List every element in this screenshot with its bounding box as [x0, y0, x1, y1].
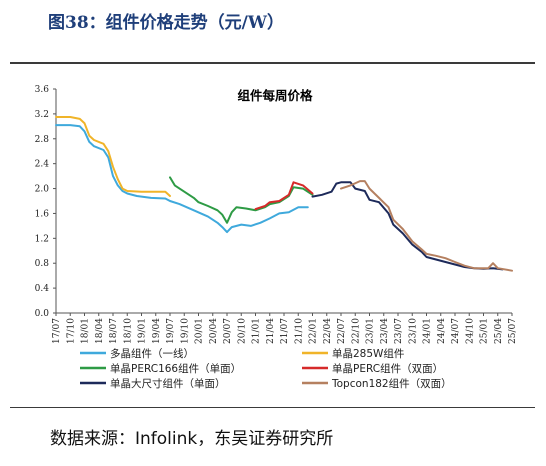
x-tick-label: 22/01 — [309, 318, 319, 344]
x-tick-label: 21/01 — [252, 318, 262, 344]
y-tick-label: 1.6 — [35, 209, 50, 219]
chart-title: 组件每周价格 — [237, 88, 313, 103]
top-divider — [10, 62, 535, 64]
x-tick-label: 21/10 — [294, 318, 304, 344]
x-tick-label: 23/10 — [408, 318, 418, 344]
x-tick-label: 18/10 — [123, 318, 133, 344]
legend-label: Topcon182组件（双面） — [331, 377, 452, 390]
x-tick-label: 20/04 — [209, 318, 219, 344]
x-tick-label: 20/07 — [223, 318, 233, 344]
legend-label: 单晶285W组件 — [332, 347, 404, 360]
x-tick-label: 25/07 — [508, 318, 518, 344]
x-tick-label: 19/01 — [138, 318, 148, 344]
figure-title: 图38：组件价格走势（元/W） — [48, 13, 284, 33]
series-line-5 — [311, 181, 504, 271]
x-tick-label: 18/01 — [81, 318, 91, 344]
x-tick-label: 23/07 — [394, 318, 404, 344]
y-tick-label: 0.4 — [35, 284, 50, 294]
bottom-divider — [10, 407, 535, 408]
series-line-3 — [169, 176, 314, 224]
x-tick-label: 24/07 — [451, 318, 461, 344]
x-tick-label: 24/10 — [465, 318, 475, 344]
series-line-4 — [254, 181, 314, 211]
series-line-2 — [55, 116, 171, 197]
x-tick-label: 17/10 — [66, 318, 76, 344]
x-tick-label: 25/04 — [494, 318, 504, 344]
x-tick-label: 18/07 — [109, 318, 119, 344]
x-tick-label: 23/01 — [366, 318, 376, 344]
x-tick-label: 22/10 — [351, 318, 361, 344]
y-tick-label: 3.2 — [35, 110, 49, 120]
x-tick-label: 20/10 — [237, 318, 247, 344]
y-tick-label: 2.4 — [35, 160, 50, 170]
x-tick-label: 24/04 — [437, 318, 447, 344]
x-tick-label: 23/04 — [380, 318, 390, 344]
source-note: 数据来源：Infolink，东吴证券研究所 — [50, 429, 334, 449]
y-tick-label: 0.0 — [35, 309, 50, 319]
legend-label: 单晶大尺寸组件（单面） — [110, 377, 226, 390]
x-tick-label: 25/01 — [480, 318, 490, 344]
x-tick-label: 17/07 — [52, 318, 62, 344]
price-line-chart: 组件每周价格 0.0 0.4 0.8 1.2 1.6 2.0 2.4 2.8 3.2 3.6 17/… — [35, 85, 518, 390]
y-tick-label: 2.8 — [35, 135, 50, 145]
x-tick-label: 19/04 — [152, 318, 162, 344]
x-tick-label: 21/07 — [280, 318, 290, 344]
x-tick-label: 22/04 — [323, 318, 333, 344]
x-tick-label: 21/04 — [266, 318, 276, 344]
legend-label: 单晶PERC组件（双面） — [332, 362, 443, 375]
series-line-1 — [55, 124, 309, 234]
x-tick-label: 19/07 — [166, 318, 176, 344]
y-tick-label: 1.2 — [35, 234, 49, 244]
y-tick-label: 0.8 — [35, 259, 50, 269]
chart-axes: 0.0 0.4 0.8 1.2 1.6 2.0 2.4 2.8 3.2 3.6 17/07 17/10… — [35, 85, 518, 344]
x-tick-label: 19/10 — [180, 318, 190, 344]
x-tick-label: 24/01 — [423, 318, 433, 344]
chart-series-lines — [55, 116, 513, 272]
y-tick-label: 3.6 — [35, 85, 50, 95]
x-tick-label: 20/01 — [195, 318, 205, 344]
y-tick-label: 2.0 — [35, 185, 50, 195]
x-tick-label: 18/04 — [95, 318, 105, 344]
legend-label: 多晶组件（一线） — [110, 347, 194, 360]
x-tick-label: 22/07 — [337, 318, 347, 344]
legend-label: 单晶PERC166组件（单面） — [110, 362, 241, 375]
series-line-6 — [340, 180, 513, 272]
